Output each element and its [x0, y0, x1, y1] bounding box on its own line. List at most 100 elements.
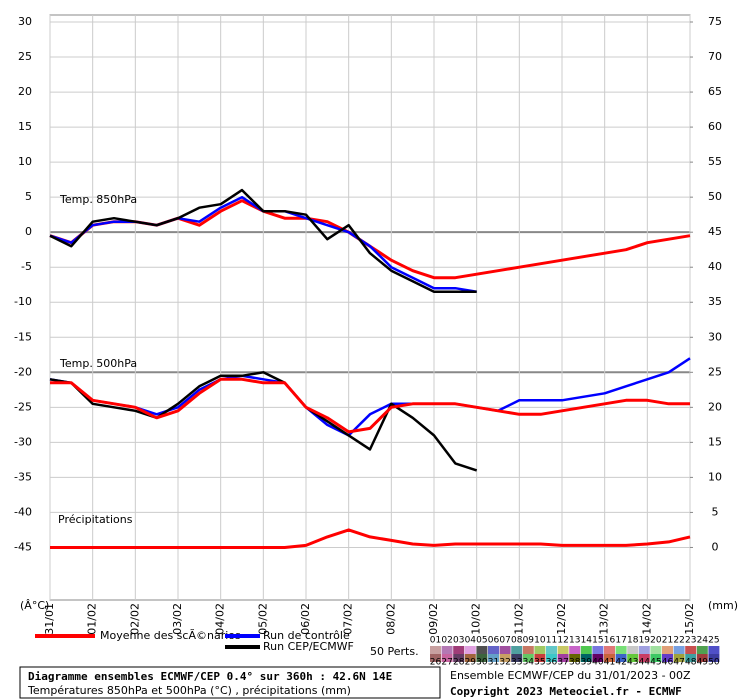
series — [49, 188, 691, 549]
title: Diagramme ensembles ECMWF/CEP 0.4° sur 3… — [28, 670, 392, 683]
y2-tick-label: 55 — [708, 155, 722, 168]
pert-swatch — [488, 646, 499, 654]
y-tick-label: 0 — [25, 225, 32, 238]
pert-swatch — [476, 654, 488, 662]
pert-swatch — [488, 654, 499, 662]
pert-label: 07 — [499, 636, 510, 646]
y2-tick-label: 0 — [712, 540, 719, 553]
y2-tick-label: 60 — [708, 120, 722, 133]
x-tick-label: 14/02 — [640, 603, 653, 635]
pert-label: 26 — [430, 658, 442, 668]
y2-tick-label: 45 — [708, 225, 722, 238]
legend-label: Run de contrôle — [263, 629, 350, 642]
pert-swatch — [534, 646, 546, 654]
pert-swatch — [499, 646, 511, 654]
pert-swatch — [557, 654, 569, 662]
x-tick-label: 13/02 — [598, 603, 611, 635]
pert-swatch — [685, 646, 697, 654]
pert-swatch — [441, 646, 453, 654]
pert-swatch — [638, 646, 650, 654]
y-tick-label: -10 — [14, 295, 32, 308]
pert-label: 19 — [639, 636, 651, 646]
x-tick-label: 31/01 — [43, 603, 56, 635]
pert-swatch — [464, 654, 476, 662]
pert-label: 15 — [592, 636, 603, 646]
annotation: Temp. 850hPa — [59, 193, 137, 206]
legend-label: Moyenne des scÃ©narios — [100, 629, 241, 642]
pert-label: 31 — [488, 658, 499, 668]
pert-swatch — [615, 646, 627, 654]
pert-label: 28 — [453, 658, 465, 668]
pert-swatch — [546, 646, 557, 654]
pert-swatch — [696, 654, 708, 662]
labels: -45-40-35-30-25-20-15-10-505101520253005… — [14, 15, 722, 635]
pert-swatch — [522, 654, 534, 662]
pert-label: 12 — [557, 636, 568, 646]
pert-label: 44 — [639, 658, 651, 668]
pert-label: 34 — [523, 658, 535, 668]
pert-swatch — [708, 646, 720, 654]
pert-swatch — [673, 654, 685, 662]
plot-frame — [49, 14, 691, 601]
pert-swatch — [569, 646, 581, 654]
pert-label: 43 — [627, 658, 638, 668]
pert-label: 02 — [441, 636, 452, 646]
pert-swatch — [615, 654, 627, 662]
pert-label: 22 — [673, 636, 684, 646]
pert-label: 39 — [581, 658, 593, 668]
y-tick-label: -35 — [14, 470, 32, 483]
series-line — [49, 357, 691, 437]
y2-tick-label: 20 — [708, 400, 722, 413]
x-tick-label: 10/02 — [470, 603, 483, 635]
pert-label: 24 — [697, 636, 709, 646]
y2-tick-label: 25 — [708, 365, 722, 378]
pert-label: 49 — [697, 658, 709, 668]
y-tick-label: -25 — [14, 400, 32, 413]
pert-label: 13 — [569, 636, 580, 646]
pert-label: 37 — [557, 658, 568, 668]
pert-swatch — [662, 646, 673, 654]
pert-swatch — [453, 646, 465, 654]
pert-swatch — [511, 646, 523, 654]
pert-label: 05 — [476, 636, 487, 646]
title-box — [19, 666, 441, 699]
y2-tick-label: 30 — [708, 330, 722, 343]
series-line — [49, 371, 478, 472]
pert-label: 40 — [592, 658, 604, 668]
x-tick-label: 02/02 — [128, 603, 141, 635]
y2-tick-label: 50 — [708, 190, 722, 203]
y2-tick-label: 65 — [708, 85, 722, 98]
x-tick-label: 01/02 — [86, 603, 99, 635]
pert-label: 14 — [581, 636, 593, 646]
series-line — [49, 188, 477, 293]
x-tick-label: 07/02 — [342, 603, 355, 635]
pert-swatch — [557, 646, 569, 654]
x-tick-label: 08/02 — [384, 603, 397, 635]
x-tick-label: 12/02 — [555, 603, 568, 635]
pert-swatch — [604, 654, 615, 662]
pert-swatch — [580, 654, 592, 662]
pert-swatch — [476, 646, 488, 654]
pert-label: 29 — [465, 658, 477, 668]
legend-label: Run CEP/ECMWF — [263, 640, 354, 653]
y-tick-label: -30 — [14, 435, 32, 448]
y2-tick-label: 40 — [708, 260, 722, 273]
pert-label: 03 — [453, 636, 464, 646]
pert-label: 30 — [476, 658, 488, 668]
grid — [49, 15, 691, 600]
perts-label: 50 Perts. — [370, 645, 419, 658]
y-tick-label: -45 — [14, 540, 32, 553]
pert-label: 38 — [569, 658, 581, 668]
y-tick-label: 10 — [18, 155, 32, 168]
pert-label: 35 — [534, 658, 545, 668]
y-tick-label: 15 — [18, 120, 32, 133]
pert-swatch — [685, 654, 697, 662]
pert-swatch — [638, 654, 650, 662]
pert-swatch — [604, 646, 615, 654]
pert-swatch — [592, 654, 604, 662]
y2-tick-label: 75 — [708, 15, 722, 28]
pert-label: 45 — [650, 658, 661, 668]
pert-label: 16 — [604, 636, 616, 646]
